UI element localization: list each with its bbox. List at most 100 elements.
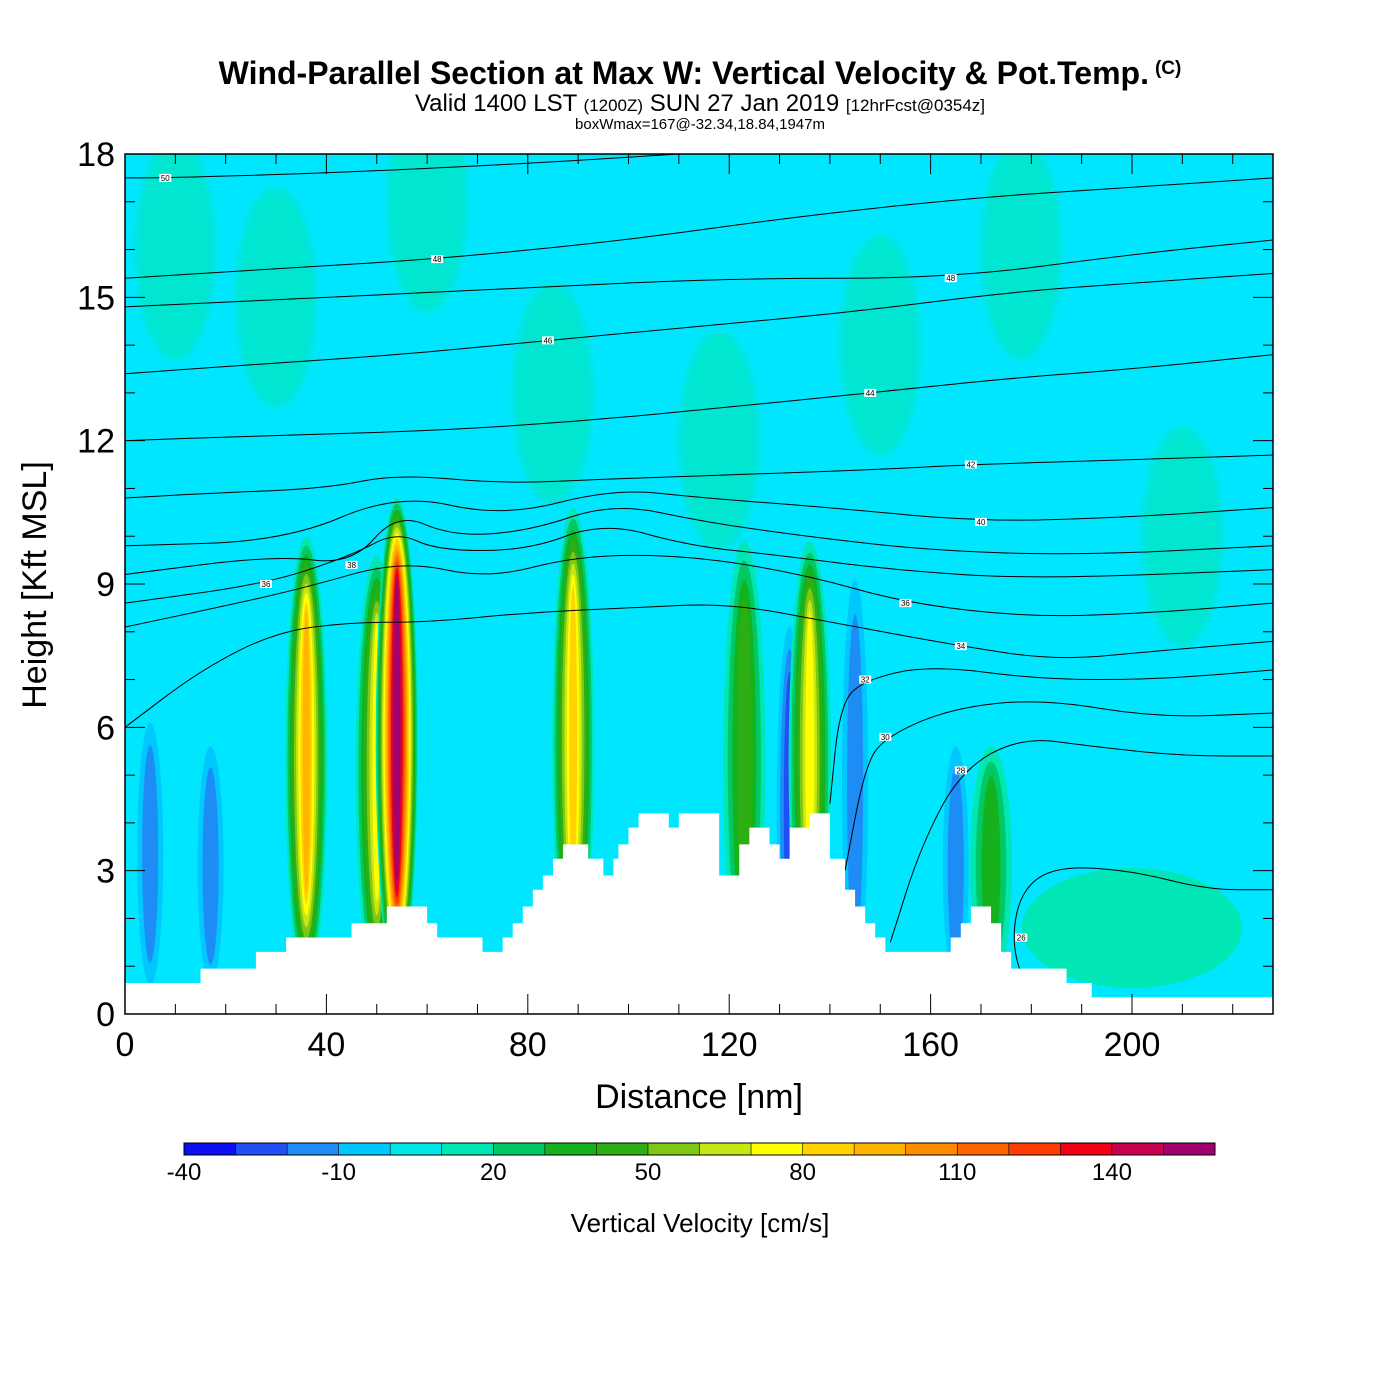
- colorbar-tick-label: -40: [167, 1159, 202, 1186]
- colorbar-swatch: [493, 1143, 546, 1155]
- contour-label: 46: [543, 336, 552, 345]
- contour-label-box: [974, 517, 987, 526]
- weak-updraft-region: [981, 154, 1062, 360]
- contour-label-box: [954, 642, 967, 651]
- colorbar-tick-label: 140: [1092, 1159, 1132, 1186]
- valid-date: SUN 27 Jan 2019: [649, 90, 840, 117]
- theta-contour-line: [125, 239, 1273, 308]
- colorbar-tick-label: 80: [789, 1159, 816, 1186]
- contour-label: 28: [956, 766, 965, 775]
- velocity-level: [736, 599, 752, 914]
- weak-updraft-region: [387, 154, 468, 312]
- colorbar-swatch: [287, 1143, 340, 1155]
- x-tick-label: 160: [902, 1026, 959, 1064]
- colorbar-title: Vertical Velocity [cm/s]: [571, 1208, 830, 1238]
- theta-contour-line: [125, 508, 1273, 575]
- colorbar-swatch: [802, 1143, 855, 1155]
- contour-label-box: [345, 560, 358, 569]
- colorbar-swatch: [1008, 1143, 1061, 1155]
- contour-label-box: [159, 173, 172, 182]
- y-tick-label: 9: [96, 566, 115, 604]
- contour-label-box: [1015, 933, 1028, 942]
- contour-label: 32: [861, 676, 870, 685]
- contour-label: 48: [433, 255, 442, 264]
- weak-updraft-region: [1022, 868, 1243, 988]
- colorbar-swatch: [390, 1143, 443, 1155]
- colorbar-swatch: [905, 1143, 958, 1155]
- x-tick-label: 80: [509, 1026, 547, 1064]
- weak-updraft-region: [840, 235, 921, 456]
- contour-label-box: [964, 460, 977, 469]
- contour-label-box: [944, 274, 957, 283]
- contour-label: 50: [161, 174, 170, 183]
- contour-label: 42: [966, 461, 975, 470]
- valid-utc: (1200Z): [583, 96, 644, 115]
- weak-updraft-region: [512, 282, 593, 503]
- theta-contour-line: [844, 701, 1273, 871]
- contour-label-box: [431, 255, 444, 264]
- terrain-mask: [125, 813, 1273, 1014]
- theta-contour-line: [125, 354, 1273, 442]
- theta-contour-line: [125, 554, 1273, 628]
- colorbar-swatch: [1111, 1143, 1164, 1155]
- colorbar-swatch: [235, 1143, 288, 1155]
- contour-label: 30: [881, 733, 890, 742]
- weak-updraft-region: [236, 187, 317, 408]
- velocity-level: [947, 767, 964, 965]
- title-text: Wind-Parallel Section at Max W: Vertical…: [218, 55, 1149, 91]
- velocity-level: [847, 614, 864, 951]
- x-tick-label: 40: [307, 1026, 345, 1064]
- theta-contour-line: [125, 527, 1273, 604]
- contour-label: 26: [1017, 934, 1026, 943]
- forecast-info: [12hrFcst@0354z]: [845, 96, 986, 115]
- y-tick-label: 15: [77, 279, 115, 317]
- colorbar-swatch: [699, 1143, 752, 1155]
- y-tick-label: 3: [96, 853, 115, 891]
- updraft-core: [969, 746, 1013, 986]
- colorbar-tick-label: 110: [938, 1159, 976, 1186]
- colorbar-swatch: [854, 1143, 907, 1155]
- contour-label-box: [541, 336, 554, 345]
- contour-label-box: [954, 766, 967, 775]
- x-tick-label: 200: [1104, 1026, 1161, 1064]
- colorbar-swatch: [184, 1143, 237, 1155]
- theta-contour-line: [125, 177, 1273, 279]
- velocity-level: [142, 745, 159, 963]
- velocity-level: [394, 585, 400, 876]
- copyright-mark: (C): [1154, 58, 1182, 79]
- theta-contour-line: [125, 154, 679, 179]
- colorbar-swatch: [957, 1143, 1010, 1155]
- velocity-level: [569, 585, 578, 889]
- theta-contour-line: [125, 454, 1273, 499]
- theta-contour-line: [125, 491, 1273, 547]
- weak-updraft-region: [1142, 426, 1223, 647]
- x-tick-label: 0: [116, 1026, 135, 1064]
- colorbar-swatch: [1163, 1143, 1216, 1155]
- colorbar-swatch: [1060, 1143, 1113, 1155]
- y-axis-title: Height [Kft MSL]: [16, 461, 54, 709]
- y-tick-label: 6: [96, 709, 115, 747]
- x-tick-label: 120: [701, 1026, 758, 1064]
- colorbar-swatch: [596, 1143, 649, 1155]
- contour-label: 34: [956, 642, 965, 651]
- valid-time: Valid 1400 LST (1200Z) SUN 27 Jan 2019 […: [0, 92, 1400, 118]
- y-tick-label: 0: [96, 996, 115, 1034]
- theta-contour-line: [1013, 867, 1273, 991]
- colorbar: -40 -10 20 50 80 110 140: [167, 1142, 1216, 1186]
- theta-contour-line: [125, 604, 1273, 728]
- title-block: Wind-Parallel Section at Max W: Vertical…: [0, 50, 1400, 132]
- colorbar-swatch: [441, 1143, 494, 1155]
- colorbar-tick-label: 20: [480, 1159, 507, 1186]
- contour-label-box: [859, 675, 872, 684]
- x-axis-title: Distance [nm]: [595, 1078, 803, 1116]
- contour-label-box: [879, 732, 892, 741]
- colorbar-tick-label: 50: [635, 1159, 662, 1186]
- contour-label: 36: [901, 599, 910, 608]
- updraft-core: [375, 498, 419, 986]
- theta-contour-line: [829, 668, 1273, 804]
- colorbar-swatch: [751, 1143, 804, 1155]
- weak-updraft-region: [679, 330, 760, 551]
- contour-label: 38: [347, 561, 356, 570]
- downdraft-core: [197, 746, 224, 986]
